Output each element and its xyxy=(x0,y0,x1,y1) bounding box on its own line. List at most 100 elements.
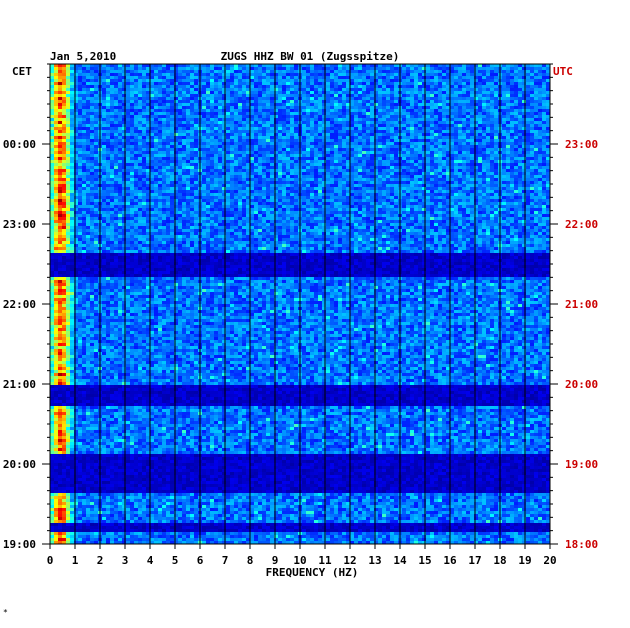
spectrogram-cell xyxy=(82,151,86,154)
spectrogram-cell xyxy=(494,178,498,181)
spectrogram-cell xyxy=(502,112,506,115)
spectrogram-cell xyxy=(86,145,90,148)
spectrogram-cell xyxy=(386,82,390,85)
spectrogram-cell xyxy=(382,130,386,133)
spectrogram-cell xyxy=(434,79,438,82)
spectrogram-cell xyxy=(462,175,466,178)
spectrogram-cell xyxy=(506,160,510,163)
spectrogram-cell xyxy=(186,121,190,124)
spectrogram-cell xyxy=(54,169,58,172)
spectrogram-cell xyxy=(258,127,262,130)
spectrogram-cell xyxy=(58,154,62,157)
spectrogram-cell xyxy=(114,79,118,82)
spectrogram-cell xyxy=(114,178,118,181)
spectrogram-cell xyxy=(466,103,470,106)
spectrogram-cell xyxy=(234,103,238,106)
spectrogram-cell xyxy=(322,76,326,79)
spectrogram-cell xyxy=(482,94,486,97)
spectrogram-cell xyxy=(214,82,218,85)
spectrogram-cell xyxy=(322,91,326,94)
spectrogram-cell xyxy=(302,139,306,142)
spectrogram-cell xyxy=(442,94,446,97)
spectrogram-cell xyxy=(410,97,414,100)
spectrogram-cell xyxy=(414,148,418,151)
spectrogram-cell xyxy=(494,154,498,157)
spectrogram-cell xyxy=(122,175,126,178)
spectrogram-cell xyxy=(454,178,458,181)
spectrogram-cell xyxy=(310,97,314,100)
spectrogram-cell xyxy=(262,139,266,142)
spectrogram-cell xyxy=(306,178,310,181)
spectrogram-cell xyxy=(150,100,154,103)
spectrogram-cell xyxy=(50,106,54,109)
spectrogram-cell xyxy=(482,121,486,124)
spectrogram-cell xyxy=(318,130,322,133)
spectrogram-cell xyxy=(458,157,462,160)
spectrogram-cell xyxy=(538,121,542,124)
spectrogram-cell xyxy=(178,160,182,163)
spectrogram-cell xyxy=(166,175,170,178)
spectrogram-cell xyxy=(214,166,218,169)
spectrogram-cell xyxy=(130,103,134,106)
spectrogram-cell xyxy=(466,142,470,145)
spectrogram-cell xyxy=(506,103,510,106)
spectrogram-cell xyxy=(278,70,282,73)
spectrogram-cell xyxy=(422,166,426,169)
spectrogram-cell xyxy=(270,151,274,154)
spectrogram-cell xyxy=(178,79,182,82)
spectrogram-cell xyxy=(274,103,278,106)
spectrogram-cell xyxy=(378,76,382,79)
spectrogram-cell xyxy=(378,139,382,142)
spectrogram-cell xyxy=(218,97,222,100)
spectrogram-cell xyxy=(438,115,442,118)
x-axis-label: FREQUENCY (HZ) xyxy=(266,566,359,579)
spectrogram-cell xyxy=(166,124,170,127)
spectrogram-cell xyxy=(342,91,346,94)
spectrogram-cell xyxy=(210,133,214,136)
spectrogram-cell xyxy=(222,163,226,166)
spectrogram-cell xyxy=(138,64,142,67)
spectrogram-cell xyxy=(202,118,206,121)
spectrogram-cell xyxy=(342,70,346,73)
spectrogram-cell xyxy=(290,136,294,139)
spectrogram-cell xyxy=(366,148,370,151)
spectrogram-cell xyxy=(230,73,234,76)
spectrogram-cell xyxy=(214,169,218,172)
spectrogram-cell xyxy=(150,70,154,73)
spectrogram-cell xyxy=(338,166,342,169)
spectrogram-cell xyxy=(322,100,326,103)
spectrogram-cell xyxy=(366,154,370,157)
spectrogram-cell xyxy=(466,160,470,163)
spectrogram-cell xyxy=(218,115,222,118)
spectrogram-cell xyxy=(294,130,298,133)
spectrogram-cell xyxy=(294,133,298,136)
spectrogram-cell xyxy=(186,163,190,166)
spectrogram-cell xyxy=(506,148,510,151)
spectrogram-cell xyxy=(94,124,98,127)
spectrogram-cell xyxy=(526,130,530,133)
spectrogram-cell xyxy=(234,127,238,130)
spectrogram-cell xyxy=(334,124,338,127)
spectrogram-cell xyxy=(86,88,90,91)
spectrogram-cell xyxy=(58,67,62,70)
spectrogram-cell xyxy=(410,106,414,109)
spectrogram-cell xyxy=(454,181,458,184)
spectrogram-cell xyxy=(362,70,366,73)
spectrogram-cell xyxy=(386,112,390,115)
spectrogram-cell xyxy=(314,67,318,70)
spectrogram-cell xyxy=(418,127,422,130)
spectrogram-cell xyxy=(118,127,122,130)
spectrogram-cell xyxy=(182,160,186,163)
spectrogram-cell xyxy=(494,97,498,100)
spectrogram-cell xyxy=(230,82,234,85)
spectrogram-cell xyxy=(234,70,238,73)
spectrogram-cell xyxy=(306,82,310,85)
spectrogram-cell xyxy=(294,151,298,154)
spectrogram-cell xyxy=(354,160,358,163)
spectrogram-cell xyxy=(170,64,174,67)
spectrogram-cell xyxy=(286,100,290,103)
spectrogram-cell xyxy=(270,79,274,82)
spectrogram-cell xyxy=(394,130,398,133)
spectrogram-cell xyxy=(442,148,446,151)
spectrogram-cell xyxy=(514,151,518,154)
